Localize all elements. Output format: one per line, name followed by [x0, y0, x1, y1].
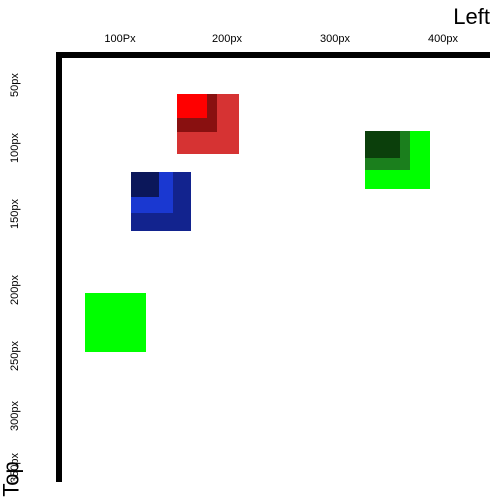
y-tick-250: 250px: [9, 341, 21, 371]
y-tick-300: 300px: [9, 401, 21, 431]
x-axis-line: [56, 52, 490, 58]
green-square-right-inner: [365, 131, 400, 158]
green-square-group-right: [365, 131, 430, 189]
y-tick-50: 50px: [9, 73, 21, 97]
red-square-group: [177, 94, 239, 154]
green-square-left: [85, 293, 146, 352]
y-tick-150: 150px: [9, 199, 21, 229]
blue-square-group: [131, 172, 191, 231]
x-tick-400: 400px: [428, 33, 458, 45]
x-tick-100: 100Px: [104, 33, 136, 45]
x-tick-300: 300px: [320, 33, 350, 45]
y-axis-line: [56, 52, 62, 482]
red-square-inner: [177, 94, 207, 118]
x-axis-title: Left: [453, 4, 490, 29]
y-tick-100: 100px: [9, 133, 21, 163]
y-tick-200: 200px: [9, 275, 21, 305]
blue-square-inner: [131, 172, 159, 197]
y-tick-350: 350px: [9, 453, 21, 483]
x-tick-200: 200px: [212, 33, 242, 45]
